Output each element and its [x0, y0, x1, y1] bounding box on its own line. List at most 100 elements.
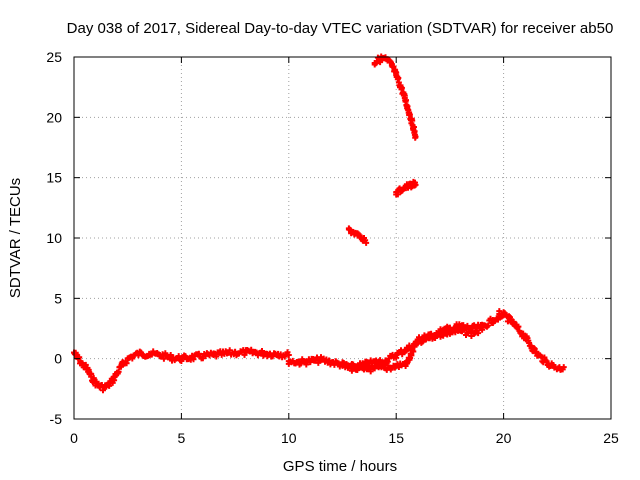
data-point	[406, 183, 413, 190]
data-point	[500, 312, 507, 319]
data-point	[358, 236, 365, 243]
data-point	[135, 350, 142, 357]
x-axis-label: GPS time / hours	[283, 458, 397, 475]
data-point	[468, 330, 475, 337]
data-point	[296, 359, 303, 366]
data-point	[101, 384, 108, 391]
y-tick-label: 15	[46, 170, 62, 186]
data-point	[522, 333, 529, 340]
series-arc-high	[371, 53, 419, 141]
data-point	[556, 365, 563, 372]
data-point	[92, 379, 99, 386]
data-point	[393, 362, 400, 369]
data-point	[489, 317, 496, 324]
data-point	[414, 337, 421, 344]
data-point	[403, 360, 410, 367]
series-main-low-branch	[339, 325, 486, 375]
data-point	[479, 326, 486, 333]
data-point	[507, 317, 514, 324]
y-tick-label: 20	[46, 109, 62, 125]
data-point	[210, 352, 217, 359]
data-point	[350, 365, 357, 372]
marker-band	[496, 308, 566, 373]
data-point	[397, 82, 404, 89]
data-point	[393, 191, 400, 198]
data-point	[446, 329, 453, 336]
data-point	[156, 352, 163, 359]
data-point	[264, 350, 271, 357]
data-point	[113, 370, 120, 377]
data-point	[550, 362, 557, 369]
data-point	[96, 383, 103, 390]
x-tick-label: 20	[496, 430, 512, 446]
x-tick-label: 15	[388, 430, 404, 446]
data-point	[79, 361, 86, 368]
data-point	[410, 123, 417, 130]
data-point	[328, 359, 335, 366]
data-point	[543, 359, 550, 366]
x-axis-ticks: 0 5 10 15 20 25	[70, 57, 619, 446]
data-point	[83, 365, 90, 372]
data-point	[560, 364, 567, 371]
data-point	[307, 358, 314, 365]
data-point	[105, 382, 112, 389]
data-point	[167, 354, 174, 361]
data-point	[403, 346, 410, 353]
grid-lines	[74, 57, 611, 419]
data-point	[189, 354, 196, 361]
data-point	[384, 57, 391, 64]
y-tick-label: -5	[50, 411, 63, 427]
data-point	[382, 365, 389, 372]
series-main-mid	[285, 313, 503, 372]
data-point	[318, 356, 325, 363]
series-arc-low	[345, 225, 370, 246]
data-point	[242, 349, 249, 356]
data-point	[401, 184, 408, 191]
data-point	[109, 377, 116, 384]
y-axis-ticks: -5 0 5 10 15 20 25	[46, 49, 611, 427]
data-point	[401, 95, 408, 102]
data-point	[371, 365, 378, 372]
series-main-tail	[496, 308, 567, 373]
data-point	[221, 350, 228, 357]
data-point	[199, 353, 206, 360]
data-point	[126, 354, 133, 361]
data-point	[496, 311, 503, 318]
data-point	[388, 62, 395, 69]
y-tick-label: 10	[46, 230, 62, 246]
y-axis-label: SDTVAR / TECUs	[7, 178, 24, 298]
data-point	[406, 109, 413, 116]
data-point	[436, 331, 443, 338]
data-point	[339, 362, 346, 369]
y-tick-label: 25	[46, 49, 62, 65]
data-point	[285, 352, 292, 359]
y-tick-label: 5	[54, 290, 62, 306]
data-point	[178, 355, 185, 362]
data-point	[285, 358, 292, 365]
data-point	[412, 133, 419, 140]
data-point	[146, 350, 153, 357]
data-point	[534, 352, 541, 359]
data-point	[412, 181, 419, 188]
data-point	[457, 327, 464, 334]
data-point	[232, 349, 239, 356]
data-point	[350, 228, 357, 235]
data-point	[380, 55, 387, 62]
data-point	[253, 349, 260, 356]
marker-band	[339, 325, 484, 375]
y-tick-label: 0	[54, 351, 62, 367]
data-point	[363, 239, 370, 246]
data-point	[397, 186, 404, 193]
x-tick-label: 25	[603, 430, 619, 446]
x-tick-label: 5	[178, 430, 186, 446]
x-tick-label: 0	[70, 430, 78, 446]
chart-title: Day 038 of 2017, Sidereal Day-to-day VTE…	[67, 20, 614, 37]
data-point	[393, 352, 400, 359]
data-point	[371, 60, 378, 67]
data-point	[120, 360, 127, 367]
data-point	[393, 72, 400, 79]
data-point	[425, 333, 432, 340]
data-point	[360, 366, 367, 373]
x-tick-label: 10	[281, 430, 297, 446]
data-point	[528, 343, 535, 350]
